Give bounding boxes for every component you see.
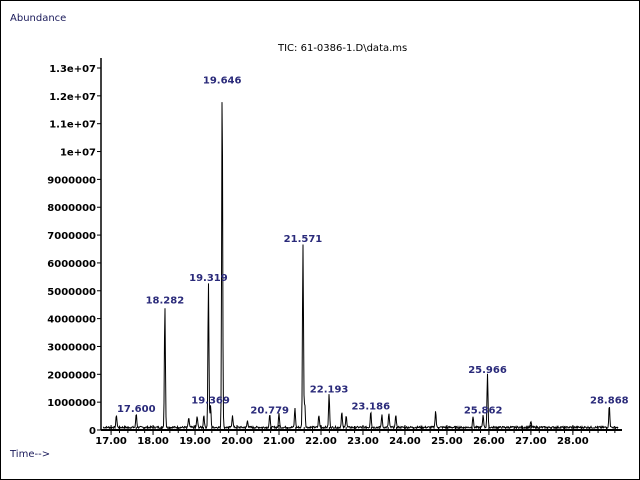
y-tick-label: 9000000 — [47, 175, 96, 186]
peak-label: 23.186 — [351, 401, 390, 412]
y-tick-label: 1.1e+07 — [49, 120, 96, 131]
x-tick-label: 21.00 — [263, 436, 295, 447]
y-tick-label: 5000000 — [47, 287, 96, 298]
peak-label: 19.369 — [191, 396, 230, 407]
peak-label: 22.193 — [310, 385, 349, 396]
peak-label: 21.571 — [284, 234, 323, 245]
y-tick-label: 1e+07 — [60, 148, 96, 159]
peak-label: 19.646 — [203, 75, 242, 86]
y-tick-label: 0 — [89, 426, 96, 437]
y-tick-label: 3000000 — [47, 342, 96, 353]
peak-label: 17.600 — [117, 404, 156, 415]
y-tick-label: 2000000 — [47, 370, 96, 381]
x-axis-label: Time--> — [10, 449, 51, 460]
peak-label: 25.862 — [464, 405, 503, 416]
y-tick-label: 6000000 — [47, 259, 96, 270]
x-tick-label: 17.00 — [95, 436, 127, 447]
y-tick-label: 4000000 — [47, 315, 96, 326]
y-tick-label: 8000000 — [47, 203, 96, 214]
tic-trace — [102, 102, 619, 431]
y-tick-label: 1000000 — [47, 398, 96, 409]
y-axis-label: Abundance — [10, 13, 67, 24]
x-tick-label: 26.00 — [473, 436, 505, 447]
peak-label: 18.282 — [146, 295, 185, 306]
x-tick-label: 23.00 — [347, 436, 379, 447]
chart-title: TIC: 61-0386-1.D\data.ms — [278, 43, 408, 54]
y-tick-label: 1.3e+07 — [49, 64, 96, 75]
y-tick-label: 1.2e+07 — [49, 92, 96, 103]
x-tick-label: 27.00 — [515, 436, 547, 447]
peak-label: 19.319 — [189, 273, 228, 284]
x-tick-label: 25.00 — [431, 436, 463, 447]
x-tick-label: 28.00 — [557, 436, 589, 447]
x-tick-label: 18.00 — [137, 436, 169, 447]
x-tick-label: 20.00 — [221, 436, 253, 447]
peak-label: 28.868 — [590, 396, 629, 407]
peak-label: 20.779 — [250, 405, 289, 416]
x-tick-label: 19.00 — [179, 436, 211, 447]
y-tick-label: 7000000 — [47, 231, 96, 242]
x-tick-label: 24.00 — [389, 436, 421, 447]
peak-label: 25.966 — [468, 365, 507, 376]
x-tick-label: 22.00 — [305, 436, 337, 447]
